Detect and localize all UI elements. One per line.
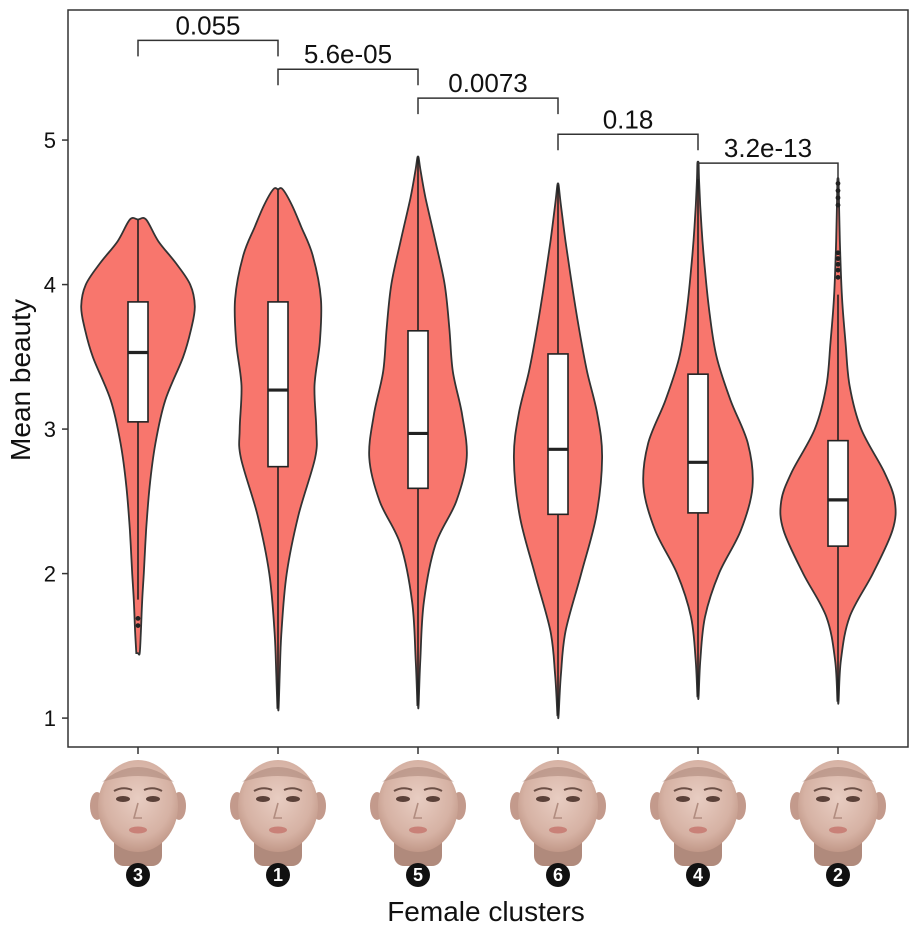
mouth-shape (689, 826, 707, 834)
outlier-point (835, 188, 841, 194)
mouth-shape (409, 826, 427, 834)
eye-shape (426, 796, 440, 802)
eye-shape (536, 796, 550, 802)
significance-bracket (137, 39, 279, 57)
eye-shape (816, 796, 830, 802)
brow-shape (393, 787, 413, 792)
box-cluster-6 (547, 353, 569, 516)
cluster-badge (826, 863, 850, 887)
eye-shape (256, 796, 270, 802)
box-cluster-1 (267, 301, 289, 468)
cluster-badge-label: 4 (693, 865, 703, 885)
nose-shape (552, 802, 562, 819)
eye-shape (846, 796, 860, 802)
nose-shape (692, 802, 702, 819)
cluster-badge-label: 3 (133, 865, 143, 885)
brow-shape (113, 787, 133, 792)
female-face-icon: 6 (510, 760, 606, 887)
female-face-icon: 3 (90, 760, 186, 887)
brow-shape (813, 787, 833, 792)
cluster-badge (266, 863, 290, 887)
x-axis-title: Female clusters (387, 896, 585, 926)
cluster-badge-label: 2 (833, 865, 843, 885)
p-value-label: 5.6e-05 (304, 39, 392, 69)
significance-bracket (557, 133, 699, 151)
cluster-badge-label: 5 (413, 865, 423, 885)
nose-shape (412, 802, 422, 819)
y-tick-label: 4 (44, 273, 56, 298)
p-value-label: 0.055 (175, 10, 240, 40)
hair-shape (802, 767, 874, 782)
nose-shape (132, 802, 142, 819)
y-tick-label: 3 (44, 417, 56, 442)
hair-shape (382, 767, 454, 782)
box-cluster-4 (687, 373, 709, 514)
y-tick-label: 1 (44, 706, 56, 731)
eye-shape (146, 796, 160, 802)
brow-shape (283, 787, 303, 792)
outlier-point (835, 267, 841, 273)
brow-shape (533, 787, 553, 792)
eye-shape (706, 796, 720, 802)
outlier-point (835, 274, 841, 280)
p-value-label: 0.0073 (448, 68, 528, 98)
eye-shape (286, 796, 300, 802)
eye-shape (396, 796, 410, 802)
mouth-shape (129, 826, 147, 834)
eye-shape (116, 796, 130, 802)
box-cluster-3 (127, 301, 149, 423)
outlier-point (835, 181, 841, 186)
outlier-point (835, 202, 841, 208)
mouth-shape (549, 826, 567, 834)
mouth-shape (829, 826, 847, 834)
significance-bracket (697, 162, 839, 180)
brow-shape (143, 787, 163, 792)
eye-shape (566, 796, 580, 802)
outlier-point (135, 623, 141, 629)
cluster-badge (546, 863, 570, 887)
y-tick-label: 2 (44, 562, 56, 587)
mouth-shape (269, 826, 287, 834)
significance-bracket (417, 97, 559, 115)
box-cluster-5 (407, 330, 429, 490)
female-face-icon: 5 (370, 760, 466, 887)
brow-shape (703, 787, 723, 792)
brow-shape (673, 787, 693, 792)
outlier-point (835, 250, 841, 256)
nose-shape (272, 802, 282, 819)
female-face-icon: 2 (790, 760, 886, 887)
brow-shape (563, 787, 583, 792)
cluster-badge-label: 6 (553, 865, 563, 885)
female-face-icon: 1 (230, 760, 326, 887)
brow-shape (253, 787, 273, 792)
hair-shape (242, 767, 314, 782)
brow-shape (423, 787, 443, 792)
brow-shape (843, 787, 863, 792)
y-tick-label: 5 (44, 128, 56, 153)
hair-shape (662, 767, 734, 782)
cluster-badge (686, 863, 710, 887)
y-axis-title: Mean beauty (5, 299, 36, 461)
plot-panel (67, 9, 909, 748)
outlier-point (135, 615, 141, 621)
significance-bracket (277, 68, 419, 86)
outlier-point (835, 256, 841, 261)
hair-shape (102, 767, 174, 782)
box-cluster-2 (827, 439, 849, 547)
p-value-label: 0.18 (603, 104, 654, 134)
outlier-point (835, 261, 841, 267)
cluster-badge (126, 863, 150, 887)
nose-shape (832, 802, 842, 819)
cluster-badge (406, 863, 430, 887)
eye-shape (676, 796, 690, 802)
cluster-badge-label: 1 (273, 865, 283, 885)
female-face-icon: 4 (650, 760, 746, 887)
p-value-label: 3.2e-13 (724, 133, 812, 163)
outlier-point (835, 195, 841, 201)
hair-shape (522, 767, 594, 782)
